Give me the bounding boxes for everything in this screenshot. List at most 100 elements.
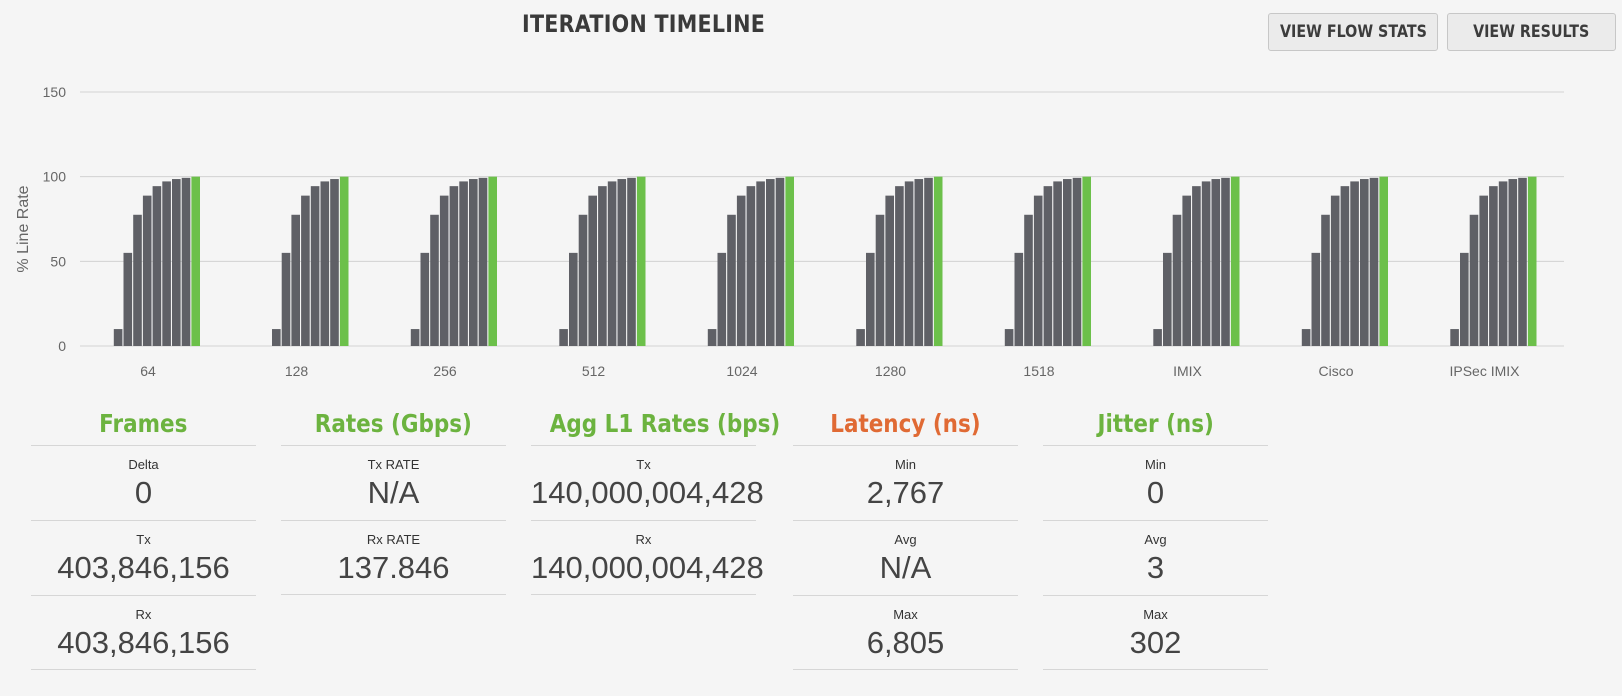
frames-delta-label: Delta [128,457,159,472]
iteration-bar [569,252,578,346]
latency-min-label: Min [895,457,916,472]
iteration-bar [1192,186,1201,346]
rates-tx-cell: Tx RATE N/A [281,445,506,520]
iteration-bar [459,181,468,346]
iteration-bar [133,214,142,346]
latency-avg-cell: Avg N/A [793,520,1018,595]
x-tick-label: 128 [285,363,309,379]
iteration-bar [430,214,439,346]
frames-header: Frames [99,409,188,438]
latency-avg-value: N/A [879,550,932,585]
iteration-bar [1211,179,1221,346]
latency-avg-label: Avg [894,532,917,547]
iteration-bar [1498,181,1508,346]
iteration-bar [1163,252,1172,346]
final-iteration-bar [933,176,943,346]
jitter-header: Jitter (ns) [1097,409,1214,438]
iteration-bar [420,252,430,346]
iteration-bar [1172,214,1182,346]
latency-max-label: Max [893,607,918,622]
view-flow-stats-label: VIEW FLOW STATS [1279,22,1427,42]
iteration-bar [607,181,617,346]
jitter-max-label: Max [1143,607,1168,622]
agg-l1-rates-header: Agg L1 Rates (bps) [549,409,781,438]
rates-rx-value: 137.846 [337,550,450,585]
iteration-bar [1182,195,1191,346]
latency-min-value: 2,767 [866,475,945,510]
view-results-button[interactable]: VIEW RESULTS [1447,13,1616,51]
iteration-bar [1153,329,1162,346]
iteration-bar [410,329,420,346]
iteration-bar [123,252,133,346]
rates-header: Rates (Gbps) [314,409,473,438]
view-results-label: VIEW RESULTS [1473,22,1590,42]
agg-tx-cell: Tx 140,000,004,428 [531,445,764,520]
iteration-bar [1063,179,1072,346]
y-tick-label: 100 [43,169,67,185]
iteration-bar [1489,186,1498,346]
iteration-bar [1033,195,1043,346]
iteration-bar [142,195,152,346]
final-iteration-bar [191,176,200,346]
iteration-bar [330,179,339,346]
frames-tx-value: 403,846,156 [57,550,230,585]
latency-min-cell: Min 2,767 [793,445,1018,520]
iteration-bar [1469,214,1479,346]
iteration-bar [1221,177,1230,346]
iteration-bar [1004,329,1014,346]
agg-l1-rates-stats: Agg L1 Rates (bps) Tx 140,000,004,428 Rx… [531,403,781,595]
view-flow-stats-button[interactable]: VIEW FLOW STATS [1268,13,1438,51]
jitter-max-cell: Max 302 [1043,595,1268,670]
iteration-bar [1072,177,1082,346]
rates-rx-label: Rx RATE [366,532,421,547]
iteration-bar [301,195,310,346]
iteration-bar [1518,177,1527,346]
iteration-bar [469,179,478,346]
x-tick-label: IMIX [1173,363,1202,379]
frames-rx-value: 403,846,156 [57,625,230,660]
iteration-bar [1311,252,1321,346]
iteration-bar [627,177,636,346]
x-tick-label: 64 [140,363,156,379]
iteration-bar [775,177,785,346]
iteration-bar [113,329,123,346]
agg-tx-label: Tx [636,457,651,472]
iteration-bar [172,179,181,346]
page-title: ITERATION TIMELINE [522,10,766,38]
iteration-bar [588,195,597,346]
iteration-bar [578,214,588,346]
frames-tx-cell: Tx 403,846,156 [31,520,256,595]
jitter-min-value: 0 [1146,475,1165,510]
iteration-bar [559,329,568,346]
iteration-bar [756,181,765,346]
iteration-bar [856,329,865,346]
iteration-bar [1053,181,1062,346]
y-tick-label: 50 [50,253,66,269]
iteration-bar [1350,181,1359,346]
x-tick-label: IPSec IMIX [1449,363,1520,379]
latency-max-cell: Max 6,805 [793,595,1018,670]
iteration-bar [717,252,727,346]
iteration-bar [895,186,904,346]
final-iteration-bar [636,176,646,346]
iteration-bar [310,186,320,346]
iteration-bar [707,329,717,346]
jitter-max-value: 302 [1129,625,1182,660]
iteration-bar [1201,181,1211,346]
y-axis-label: % Line Rate [15,185,32,272]
jitter-stats: Jitter (ns) Min 0 Avg 3 Max 302 [1043,403,1268,670]
iteration-bar [766,179,775,346]
iteration-bar [746,186,756,346]
final-iteration-bar [1527,176,1537,346]
jitter-min-label: Min [1145,457,1166,472]
iteration-bar [181,177,191,346]
iteration-bar [272,329,281,346]
frames-stats: Frames Delta 0 Tx 403,846,156 Rx 403,846… [31,403,256,670]
final-iteration-bar [339,176,349,346]
iteration-bar [281,252,291,346]
x-tick-label: 1280 [875,363,906,379]
iteration-bar [1508,179,1518,346]
iteration-bar [598,186,607,346]
frames-rx-label: Rx [135,607,152,622]
jitter-min-cell: Min 0 [1043,445,1268,520]
